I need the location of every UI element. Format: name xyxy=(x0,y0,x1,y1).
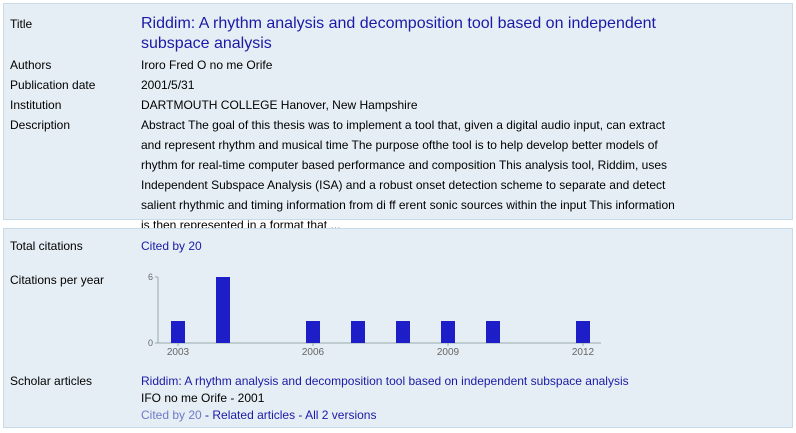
institution-value: DARTMOUTH COLLEGE Hanover, New Hampshire xyxy=(141,98,418,112)
scholar-article-link[interactable]: Riddim: A rhythm analysis and decomposit… xyxy=(141,374,629,388)
y-tick-label: 6 xyxy=(148,272,153,282)
x-tick-label: 2012 xyxy=(572,347,595,358)
x-tick-label: 2003 xyxy=(167,347,190,358)
related-articles-link[interactable]: Related articles xyxy=(212,408,296,422)
all-versions-link[interactable]: All 2 versions xyxy=(305,408,377,422)
citations-chart-svg: 0 6 2003 2006 2009 2012 xyxy=(148,272,601,358)
citations-panel: Total citations Cited by 20 Citations pe… xyxy=(3,228,793,428)
scholar-source: IFO no me Orife - 2001 xyxy=(141,391,265,405)
total-citations-label: Total citations xyxy=(10,239,83,253)
bar-2003 xyxy=(171,321,185,343)
record-panel: Title Riddim: A rhythm analysis and deco… xyxy=(3,3,793,232)
pubdate-label: Publication date xyxy=(10,78,96,92)
description-value: Abstract The goal of this thesis was to … xyxy=(141,118,675,232)
authors-value: Iroro Fred O no me Orife xyxy=(141,58,273,72)
citations-chart: 0 6 2003 2006 2009 2012 xyxy=(141,269,611,364)
separator: - xyxy=(201,408,213,422)
authors-label: Authors xyxy=(10,58,52,72)
bar-2012 xyxy=(576,321,590,343)
cited-by-link[interactable]: Cited by 20 xyxy=(141,239,202,253)
y-tick-label: 0 xyxy=(148,338,153,348)
bar-2004 xyxy=(216,277,230,343)
institution-label: Institution xyxy=(10,98,62,112)
scholar-cited-by-link[interactable]: Cited by 20 xyxy=(141,408,202,422)
title-link[interactable]: Riddim: A rhythm analysis and decomposit… xyxy=(141,15,656,52)
bar-2009 xyxy=(441,321,455,343)
scholar-links: Cited by 20 - Related articles - All 2 v… xyxy=(141,405,772,425)
citations-per-year-label: Citations per year xyxy=(10,273,105,287)
x-tick-label: 2009 xyxy=(437,347,460,358)
scholar-label: Scholar articles xyxy=(10,374,93,388)
separator: - xyxy=(295,408,306,422)
bar-2010 xyxy=(486,321,500,343)
scholar-block: Riddim: A rhythm analysis and decomposit… xyxy=(141,371,772,425)
x-tick-label: 2006 xyxy=(302,347,325,358)
bar-2007 xyxy=(351,321,365,343)
pubdate-value: 2001/5/31 xyxy=(141,78,195,92)
title-label: Title xyxy=(10,17,33,31)
bar-2006 xyxy=(306,321,320,343)
bar-2008 xyxy=(396,321,410,343)
description-label: Description xyxy=(10,118,71,132)
